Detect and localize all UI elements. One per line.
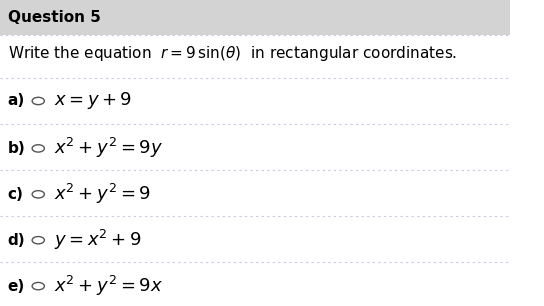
Text: $x^2 + y^2 = 9$: $x^2 + y^2 = 9$: [53, 182, 151, 206]
Text: c): c): [8, 187, 23, 202]
Text: $y = x^2 + 9$: $y = x^2 + 9$: [53, 228, 141, 252]
Text: $x^2 + y^2 = 9x$: $x^2 + y^2 = 9x$: [53, 274, 163, 298]
Text: e): e): [8, 278, 25, 294]
Text: Question 5: Question 5: [8, 10, 101, 25]
Text: b): b): [8, 141, 26, 156]
FancyBboxPatch shape: [0, 0, 510, 35]
Text: Write the equation  $r = 9\,\sin(\theta)$  in rectangular coordinates.: Write the equation $r = 9\,\sin(\theta)$…: [8, 44, 457, 63]
Text: $x^2 + y^2 = 9y$: $x^2 + y^2 = 9y$: [53, 136, 163, 160]
Text: $x = y + 9$: $x = y + 9$: [53, 91, 132, 111]
Text: d): d): [8, 233, 25, 248]
Text: a): a): [8, 93, 25, 109]
